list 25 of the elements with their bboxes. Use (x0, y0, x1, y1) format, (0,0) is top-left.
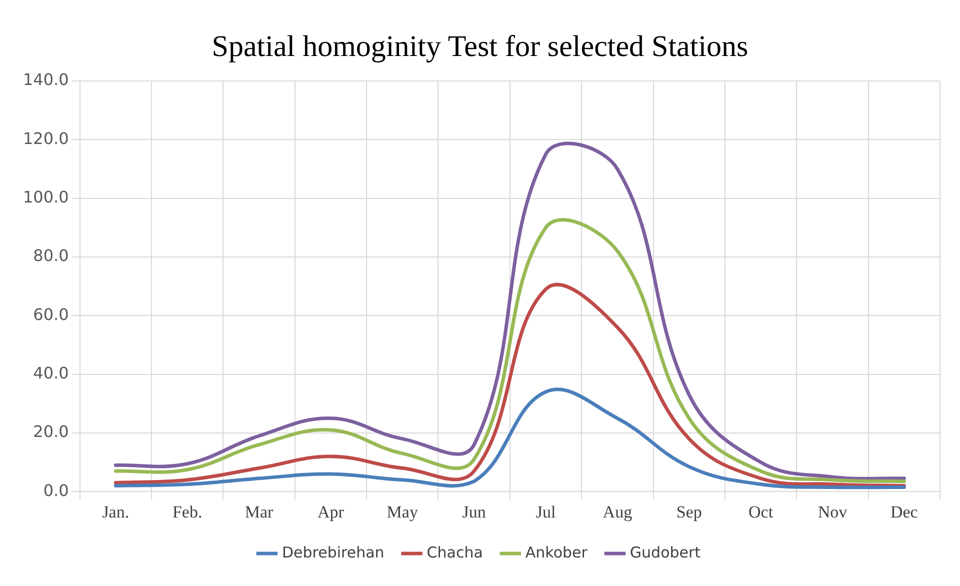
legend-label: Debrebirehan (282, 543, 384, 562)
x-tick-label: Mar (244, 502, 274, 522)
y-tick-label: 20.0 (33, 422, 69, 442)
x-tick-label: Jun (462, 502, 486, 522)
y-tick-label: 40.0 (33, 363, 69, 382)
y-tick-label: 140.0 (22, 70, 69, 90)
x-tick-label: Aug (602, 502, 633, 522)
y-tick-label: 100.0 (22, 187, 69, 206)
x-tick-label: May (386, 502, 418, 522)
x-tick-label: Apr (317, 502, 344, 522)
chart-title: Spatial homoginity Test for selected Stations (212, 30, 748, 63)
x-tick-label: Oct (748, 502, 774, 522)
legend-label: Gudobert (630, 543, 701, 562)
legend-label: Chacha (426, 543, 483, 562)
x-tick-label: Feb. (172, 502, 202, 522)
x-tick-label: Nov (818, 502, 848, 522)
y-tick-label: 60.0 (33, 304, 69, 324)
x-tick-label: Dec (890, 502, 918, 522)
x-tick-label: Jan. (102, 502, 130, 522)
x-tick-label: Sep (676, 502, 702, 522)
x-tick-label: Jul (536, 502, 556, 522)
y-tick-label: 80.0 (33, 246, 69, 266)
legend-label: Ankober (525, 543, 588, 562)
y-tick-label: 0.0 (43, 480, 69, 500)
y-tick-label: 120.0 (22, 128, 69, 148)
